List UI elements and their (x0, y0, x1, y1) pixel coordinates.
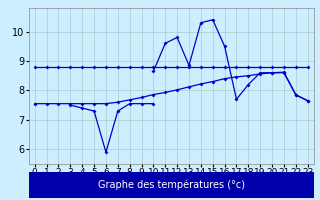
Text: Graphe des températures (°c): Graphe des températures (°c) (98, 180, 245, 190)
